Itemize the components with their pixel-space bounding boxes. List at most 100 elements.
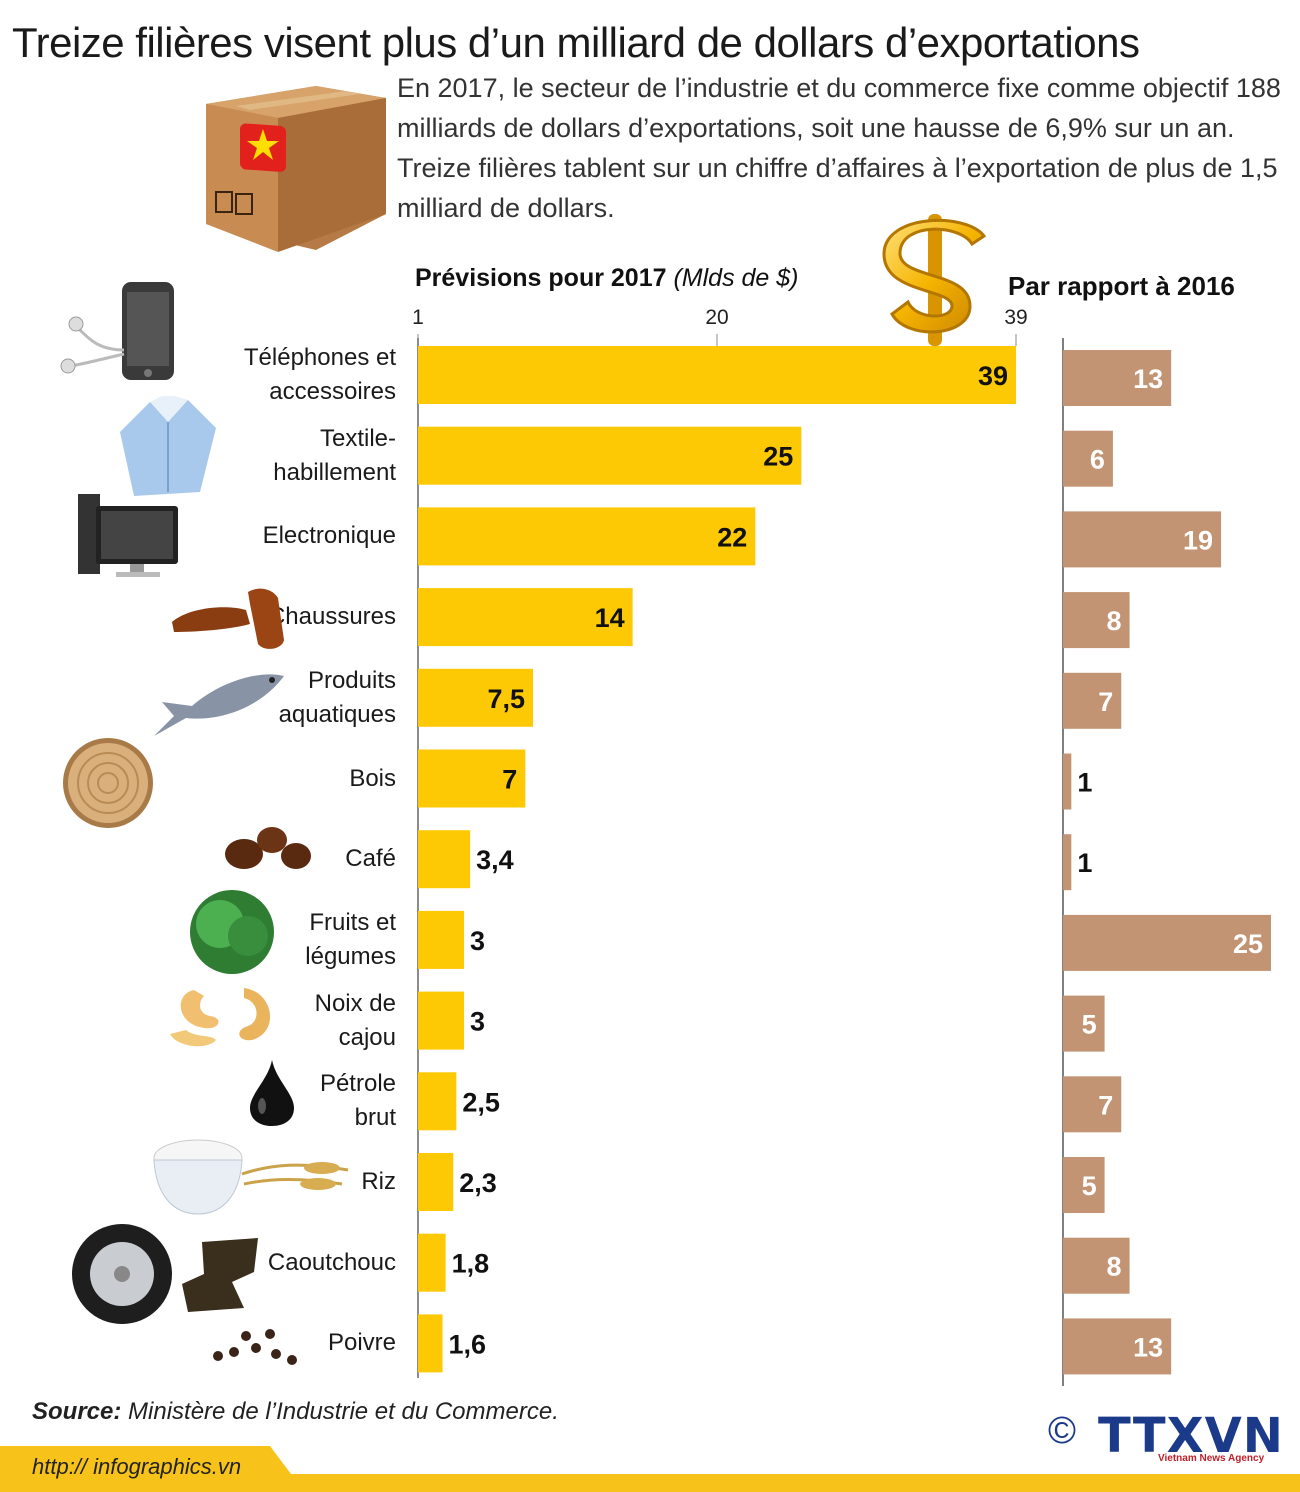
chart-title-forecast: Prévisions pour 2017 (Mlds de $) — [415, 264, 799, 293]
shoes-icon — [168, 584, 286, 654]
change-bar-2 — [1063, 511, 1222, 568]
x-tick-label-1: 20 — [705, 306, 728, 329]
tire-rubber-icon — [72, 1222, 262, 1326]
forecast-bar-11 — [418, 1233, 446, 1292]
intro-text: En 2017, le secteur de l’industrie et du… — [397, 73, 1281, 223]
category-label-line: accessoires — [269, 378, 396, 405]
forecast-value-label-3: 14 — [595, 603, 625, 633]
chart-title-main: Prévisions pour 2017 — [415, 264, 667, 292]
fish-icon — [152, 666, 286, 742]
rice-bowl-icon — [152, 1134, 352, 1216]
change-value-label-1: 6 — [1090, 445, 1105, 475]
category-label-line: Noix de — [314, 989, 396, 1017]
change-bar-3 — [1063, 592, 1130, 649]
change-value-label-7: 25 — [1233, 929, 1263, 959]
forecast-value-label-1: 25 — [763, 442, 793, 472]
change-bar-1 — [1063, 430, 1113, 487]
change-bar-7 — [1063, 914, 1271, 971]
category-label-line: Produits — [307, 666, 396, 694]
forecast-bar-4 — [418, 668, 533, 727]
oil-drop-icon — [248, 1058, 296, 1128]
change-bar-9 — [1063, 1076, 1122, 1133]
category-label-line: habillement — [273, 458, 396, 486]
cabbage-icon — [180, 884, 284, 976]
category-label-10: Riz — [361, 1168, 396, 1195]
category-label-5: Bois — [349, 764, 396, 792]
footer-url[interactable]: http:// infographics.vn — [32, 1454, 242, 1479]
category-label-line: aquatiques — [278, 700, 396, 728]
ttxvn-logo: TTXVN — [1098, 1408, 1284, 1464]
category-label-line: légumes — [305, 942, 396, 970]
forecast-value-label-2: 22 — [717, 522, 747, 552]
chart-title-unit: (Mlds de $) — [673, 264, 799, 292]
cashew-icon — [164, 984, 284, 1054]
forecast-value-label-7: 3 — [470, 926, 485, 956]
category-label-11: Caoutchouc — [267, 1248, 396, 1276]
x-tick-label-2: 39 — [1004, 306, 1027, 329]
forecast-bar-3 — [418, 588, 633, 647]
forecast-bar-6 — [418, 830, 471, 889]
ttxvn-logo-subtitle: Vietnam News Agency — [1158, 1453, 1265, 1464]
category-label-line: Téléphones et — [243, 344, 396, 371]
category-label-6: Café — [345, 845, 396, 873]
change-value-label-8: 5 — [1082, 1010, 1097, 1040]
forecast-bar-8 — [418, 991, 464, 1050]
forecast-bar-9 — [418, 1072, 457, 1131]
category-label-8: Noix de cajou — [196, 987, 396, 1055]
change-bar-10 — [1063, 1157, 1105, 1213]
change-bar-6 — [1063, 834, 1072, 891]
change-value-label-0: 13 — [1133, 364, 1163, 394]
coffee-beans-icon — [222, 822, 314, 874]
category-label-7: Fruits et légumes — [196, 906, 396, 974]
category-label-2: Electronique — [262, 522, 396, 550]
source-note: Source: Ministère de l’Industrie et du C… — [32, 1398, 559, 1426]
change-bar-5 — [1063, 753, 1072, 810]
forecast-bar-7 — [418, 910, 464, 969]
change-value-label-9: 7 — [1098, 1090, 1113, 1120]
forecast-value-label-10: 2,3 — [459, 1168, 497, 1198]
category-label-line: Fruits et — [309, 908, 396, 936]
shirt-icon — [110, 392, 220, 498]
computer-icon — [76, 490, 182, 580]
chart-title-change: Par rapport à 2016 — [1008, 271, 1235, 301]
category-label-1: Textile-habillement — [196, 422, 396, 490]
category-label-9: Pétrole brut — [196, 1067, 396, 1135]
change-bar-8 — [1063, 995, 1105, 1052]
forecast-bar-5 — [418, 749, 526, 808]
bar-chart: 1 20 39 39 25 22 14 7,5 7 3,4 3 3 2,5 2,3 1,8 1,6 13 6 19 8… — [412, 306, 1271, 1386]
source-label: Source: — [32, 1398, 122, 1425]
forecast-value-label-12: 1,6 — [449, 1329, 487, 1359]
change-value-label-4: 7 — [1098, 687, 1113, 717]
change-bar-12 — [1063, 1318, 1172, 1375]
forecast-value-label-9: 2,5 — [462, 1087, 500, 1117]
forecast-value-label-5: 7 — [502, 765, 517, 795]
forecast-bar-1 — [418, 426, 802, 485]
change-value-label-5: 1 — [1077, 768, 1092, 798]
dollar-sign-icon — [880, 210, 990, 350]
forecast-value-label-0: 39 — [978, 361, 1008, 391]
change-value-label-6: 1 — [1077, 848, 1092, 878]
page-title: Treize filières visent plus d’un milliar… — [12, 19, 1140, 66]
change-value-label-3: 8 — [1107, 606, 1122, 636]
change-bar-0 — [1063, 350, 1172, 406]
forecast-value-label-11: 1,8 — [452, 1249, 490, 1279]
forecast-value-label-8: 3 — [470, 1007, 485, 1037]
forecast-bar-2 — [418, 507, 756, 566]
category-label-line: Textile- — [319, 424, 396, 452]
pepper-icon — [212, 1326, 298, 1366]
x-tick-label-0: 1 — [412, 306, 424, 329]
source-text: Ministère de l’Industrie et du Commerce. — [121, 1398, 559, 1425]
change-value-label-12: 13 — [1133, 1332, 1163, 1362]
category-label-line: brut — [354, 1104, 396, 1132]
copyright-icon: © — [1048, 1410, 1076, 1452]
change-value-label-11: 8 — [1107, 1252, 1122, 1282]
forecast-value-label-6: 3,4 — [476, 845, 514, 875]
change-value-label-10: 5 — [1082, 1171, 1097, 1201]
footer-band — [0, 1474, 1300, 1492]
category-label-4: Produits aquatiques — [196, 664, 396, 732]
change-bar-4 — [1063, 672, 1122, 729]
cardboard-box-icon — [196, 74, 392, 254]
category-label-0: Téléphones et accessoires — [196, 341, 396, 409]
forecast-value-label-4: 7,5 — [487, 684, 525, 714]
wood-log-icon — [60, 736, 156, 830]
